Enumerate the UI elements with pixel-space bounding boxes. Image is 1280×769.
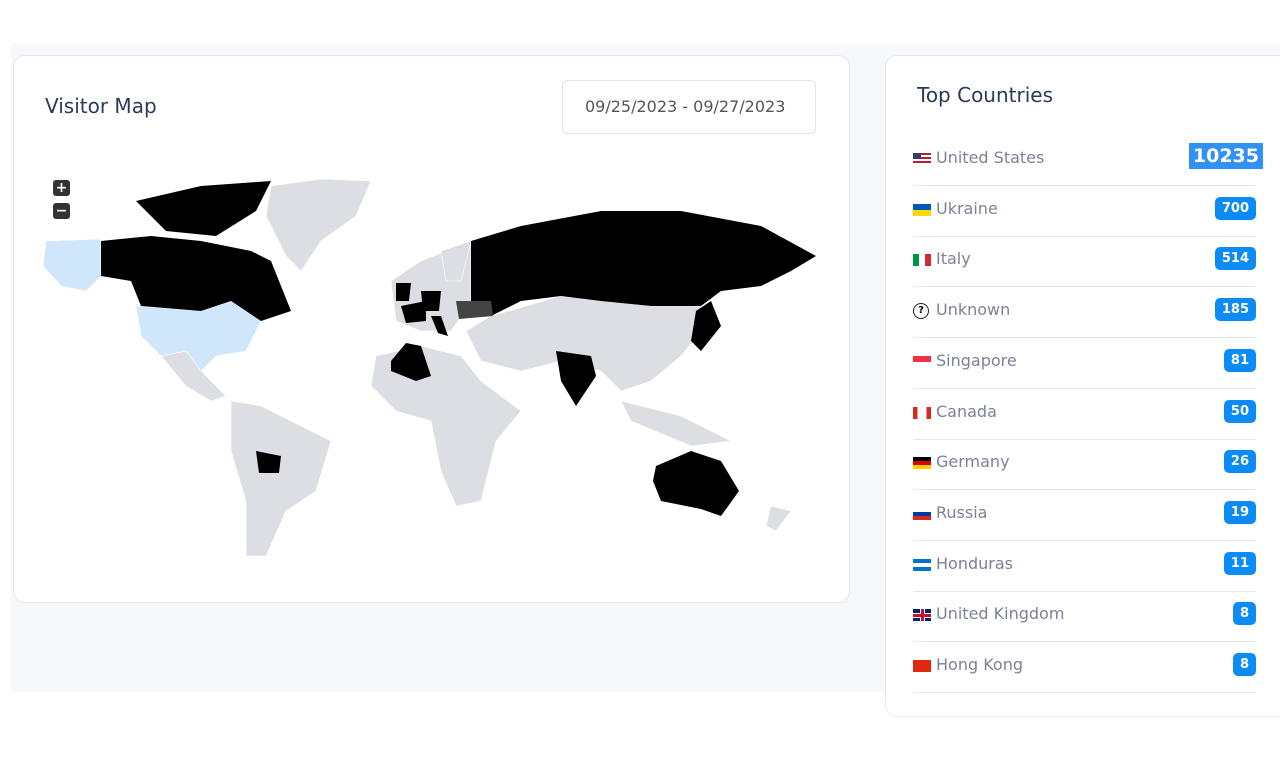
date-range-input[interactable]: 09/25/2023 - 09/27/2023 xyxy=(562,80,816,134)
flag-ua-icon xyxy=(913,203,931,216)
country-name: Russia xyxy=(936,502,988,522)
canada xyxy=(101,236,291,321)
country-row: ? Unknown 185 xyxy=(913,287,1256,339)
country-name: Germany xyxy=(936,452,1010,472)
africa xyxy=(370,345,522,507)
zoom-in-button[interactable]: + xyxy=(53,180,70,196)
country-name: Italy xyxy=(936,249,971,269)
top-countries-card: Top Countries United States 10235 Ukraine 7… xyxy=(885,55,1280,717)
flag-ca-icon xyxy=(913,406,931,419)
country-name: Honduras xyxy=(936,553,1013,573)
india xyxy=(556,351,596,406)
flag-ru-icon xyxy=(913,507,931,520)
flag-it-icon xyxy=(913,254,931,267)
visitor-map-title: Visitor Map xyxy=(45,94,157,118)
germany xyxy=(421,291,441,311)
country-row: United States 10235 xyxy=(913,135,1263,186)
visitor-count-badge: 10235 xyxy=(1188,143,1263,169)
visitor-map-card: Visitor Map 09/25/2023 - 09/27/2023 + − xyxy=(13,55,850,603)
algeria xyxy=(391,343,431,381)
flag-us-icon xyxy=(913,153,931,165)
alaska xyxy=(42,238,102,292)
country-name: United States xyxy=(936,148,1045,167)
visitor-count-badge: 185 xyxy=(1214,298,1256,322)
united-kingdom xyxy=(396,283,411,301)
flag-sg-icon xyxy=(913,355,931,368)
bolivia xyxy=(256,451,281,473)
australia xyxy=(653,451,739,516)
country-row: Germany 26 xyxy=(913,439,1256,491)
country-row: United Kingdom 8 xyxy=(913,591,1256,643)
visitor-count-badge: 26 xyxy=(1223,450,1256,474)
japan xyxy=(691,301,721,351)
country-name: Hong Kong xyxy=(936,655,1023,674)
russia xyxy=(471,211,816,316)
south-america xyxy=(230,400,332,557)
country-row: Canada 50 xyxy=(913,389,1256,440)
visitor-count-badge: 8 xyxy=(1232,602,1256,626)
united-states xyxy=(135,300,262,372)
southeast-asia xyxy=(620,400,733,447)
country-name: Canada xyxy=(936,401,997,421)
france xyxy=(401,301,426,323)
country-name: United Kingdom xyxy=(936,604,1065,624)
question-icon: ? xyxy=(913,303,929,320)
ukraine xyxy=(456,301,493,319)
country-row: Singapore 81 xyxy=(913,338,1256,389)
visitor-count-badge: 514 xyxy=(1214,247,1256,271)
country-name: Unknown xyxy=(936,300,1011,320)
country-name: Singapore xyxy=(936,350,1017,370)
country-name: Ukraine xyxy=(936,198,998,218)
country-row: Honduras 11 xyxy=(913,541,1256,592)
new-zealand xyxy=(765,505,792,532)
country-row: Italy 514 xyxy=(913,236,1256,288)
country-row: Hong Kong 8 xyxy=(913,642,1256,693)
flag-hk-icon xyxy=(913,660,931,672)
visitor-count-badge: 700 xyxy=(1214,196,1256,220)
visitor-count-badge: 19 xyxy=(1223,500,1256,524)
flag-de-icon xyxy=(913,457,931,470)
country-row: Russia 19 xyxy=(913,490,1256,541)
country-row: Ukraine 700 xyxy=(913,186,1256,237)
visitor-count-badge: 8 xyxy=(1232,653,1256,676)
visitor-count-badge: 11 xyxy=(1223,551,1256,575)
flag-gb-icon xyxy=(913,609,931,622)
italy xyxy=(431,316,448,336)
top-countries-title: Top Countries xyxy=(917,83,1054,107)
flag-hn-icon xyxy=(913,558,931,571)
visitor-count-badge: 81 xyxy=(1223,348,1256,372)
visitor-count-badge: 50 xyxy=(1223,399,1256,423)
arctic-islands xyxy=(136,181,271,236)
scandinavia xyxy=(440,240,472,282)
zoom-out-button[interactable]: − xyxy=(53,203,70,219)
greenland xyxy=(265,178,372,272)
world-map[interactable] xyxy=(14,56,849,602)
